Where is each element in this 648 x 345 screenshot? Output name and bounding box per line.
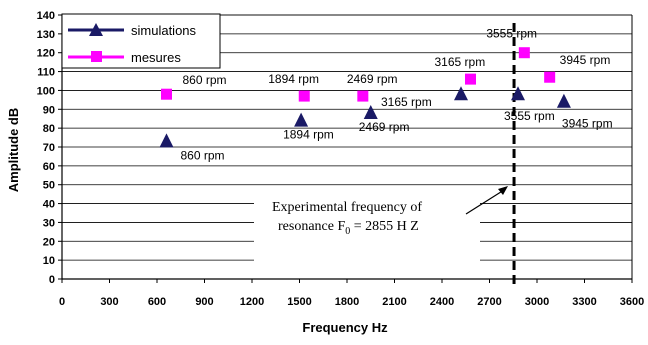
annotation-mask [254, 190, 480, 270]
point-mesures-0 [161, 88, 172, 100]
x-tick-label-2700: 2700 [477, 296, 501, 308]
x-tick-label-2100: 2100 [382, 296, 406, 308]
y-tick-label-70: 70 [43, 142, 55, 154]
x-tick-label-600: 600 [148, 296, 166, 308]
x-tick-labels: 0 300 600 900 1200 1500 1800 2100 2400 2700 3000 33… [59, 296, 644, 308]
x-tick-label-1200: 1200 [240, 296, 264, 308]
point-mesures-4 [518, 47, 530, 59]
y-tick-label-80: 80 [43, 123, 55, 135]
y-tick-label-30: 30 [43, 217, 55, 229]
point-label-mesures-0: 860 rpm [183, 73, 227, 87]
x-tick-label-0: 0 [59, 296, 65, 308]
point-label-simulations-2: 2469 rpm [359, 120, 410, 134]
x-tick-label-3600: 3600 [620, 296, 644, 308]
point-mesures-2 [357, 90, 369, 102]
point-label-simulations-4: 3555 rpm [504, 109, 555, 123]
point-label-mesures-3: 3165 rpm [435, 55, 486, 69]
point-mesures-5 [544, 71, 556, 83]
y-tick-label-130: 130 [37, 29, 55, 41]
legend-square-marker [91, 51, 102, 62]
point-label-simulations-3: 3165 rpm [381, 95, 432, 109]
point-simulations-4 [511, 86, 525, 101]
legend-item-simulations: simulations [68, 23, 197, 38]
y-tick-label-100: 100 [37, 85, 55, 97]
y-tick-labels: 0 10 20 30 40 50 60 70 80 90 100 110 120 130 140 [37, 10, 55, 286]
y-tick-label-10: 10 [43, 255, 55, 267]
point-label-simulations-1: 1894 rpm [283, 128, 334, 142]
y-tick-label-120: 120 [37, 48, 55, 60]
annotation-line2-sub: 0 [345, 226, 350, 237]
annotation-line1: Experimental frequency of [272, 200, 422, 215]
legend-triangle-marker [89, 23, 103, 36]
x-tick-label-300: 300 [100, 296, 118, 308]
annotation-arrow-line [465, 189, 505, 215]
x-tick-label-1800: 1800 [335, 296, 359, 308]
x-tick-label-900: 900 [195, 296, 213, 308]
legend: simulations mesures [61, 13, 221, 69]
y-axis-title: Amplitude dB [6, 108, 21, 193]
point-label-simulations-5: 3945 rpm [562, 117, 613, 131]
annotation-line2-prefix: resonance F [278, 219, 345, 234]
y-tick-label-0: 0 [49, 274, 55, 286]
y-tick-label-20: 20 [43, 236, 55, 248]
legend-item-mesures: mesures [68, 50, 181, 65]
y-tick-label-110: 110 [37, 67, 55, 79]
x-tick-label-1500: 1500 [287, 296, 311, 308]
y-tick-label-40: 40 [43, 199, 55, 211]
y-tick-label-50: 50 [43, 180, 55, 192]
data-points [159, 47, 571, 148]
annotation-line2-suffix: = 2855 H Z [350, 219, 419, 234]
annotation-line2: resonance F0 = 2855 H Z [278, 219, 419, 237]
legend-box [61, 13, 221, 69]
x-axis-title: Frequency Hz [302, 320, 388, 335]
x-tick-label-3000: 3000 [525, 296, 549, 308]
point-label-mesures-1: 1894 rpm [268, 72, 319, 86]
legend-label-mesures: mesures [131, 50, 181, 65]
y-tick-label-60: 60 [43, 161, 55, 173]
y-tick-label-140: 140 [37, 10, 55, 22]
x-tick-label-3300: 3300 [572, 296, 596, 308]
annotation-arrow-head [498, 186, 508, 195]
point-label-mesures-2: 2469 rpm [347, 72, 398, 86]
point-simulations-3 [454, 86, 468, 101]
point-simulations-0 [159, 133, 174, 148]
point-mesures-3 [465, 73, 476, 85]
point-simulations-2 [363, 105, 378, 120]
point-simulations-5 [556, 93, 571, 108]
point-label-simulations-0: 860 rpm [181, 148, 225, 162]
y-tick-label-90: 90 [43, 104, 55, 116]
point-mesures-1 [298, 90, 310, 102]
point-simulations-1 [294, 112, 309, 127]
point-label-mesures-5: 3945 rpm [560, 53, 611, 67]
point-label-mesures-4: 3555 rpm [486, 27, 537, 41]
x-tick-label-2400: 2400 [430, 296, 454, 308]
annotation-background [254, 190, 480, 270]
legend-label-simulations: simulations [131, 23, 197, 38]
